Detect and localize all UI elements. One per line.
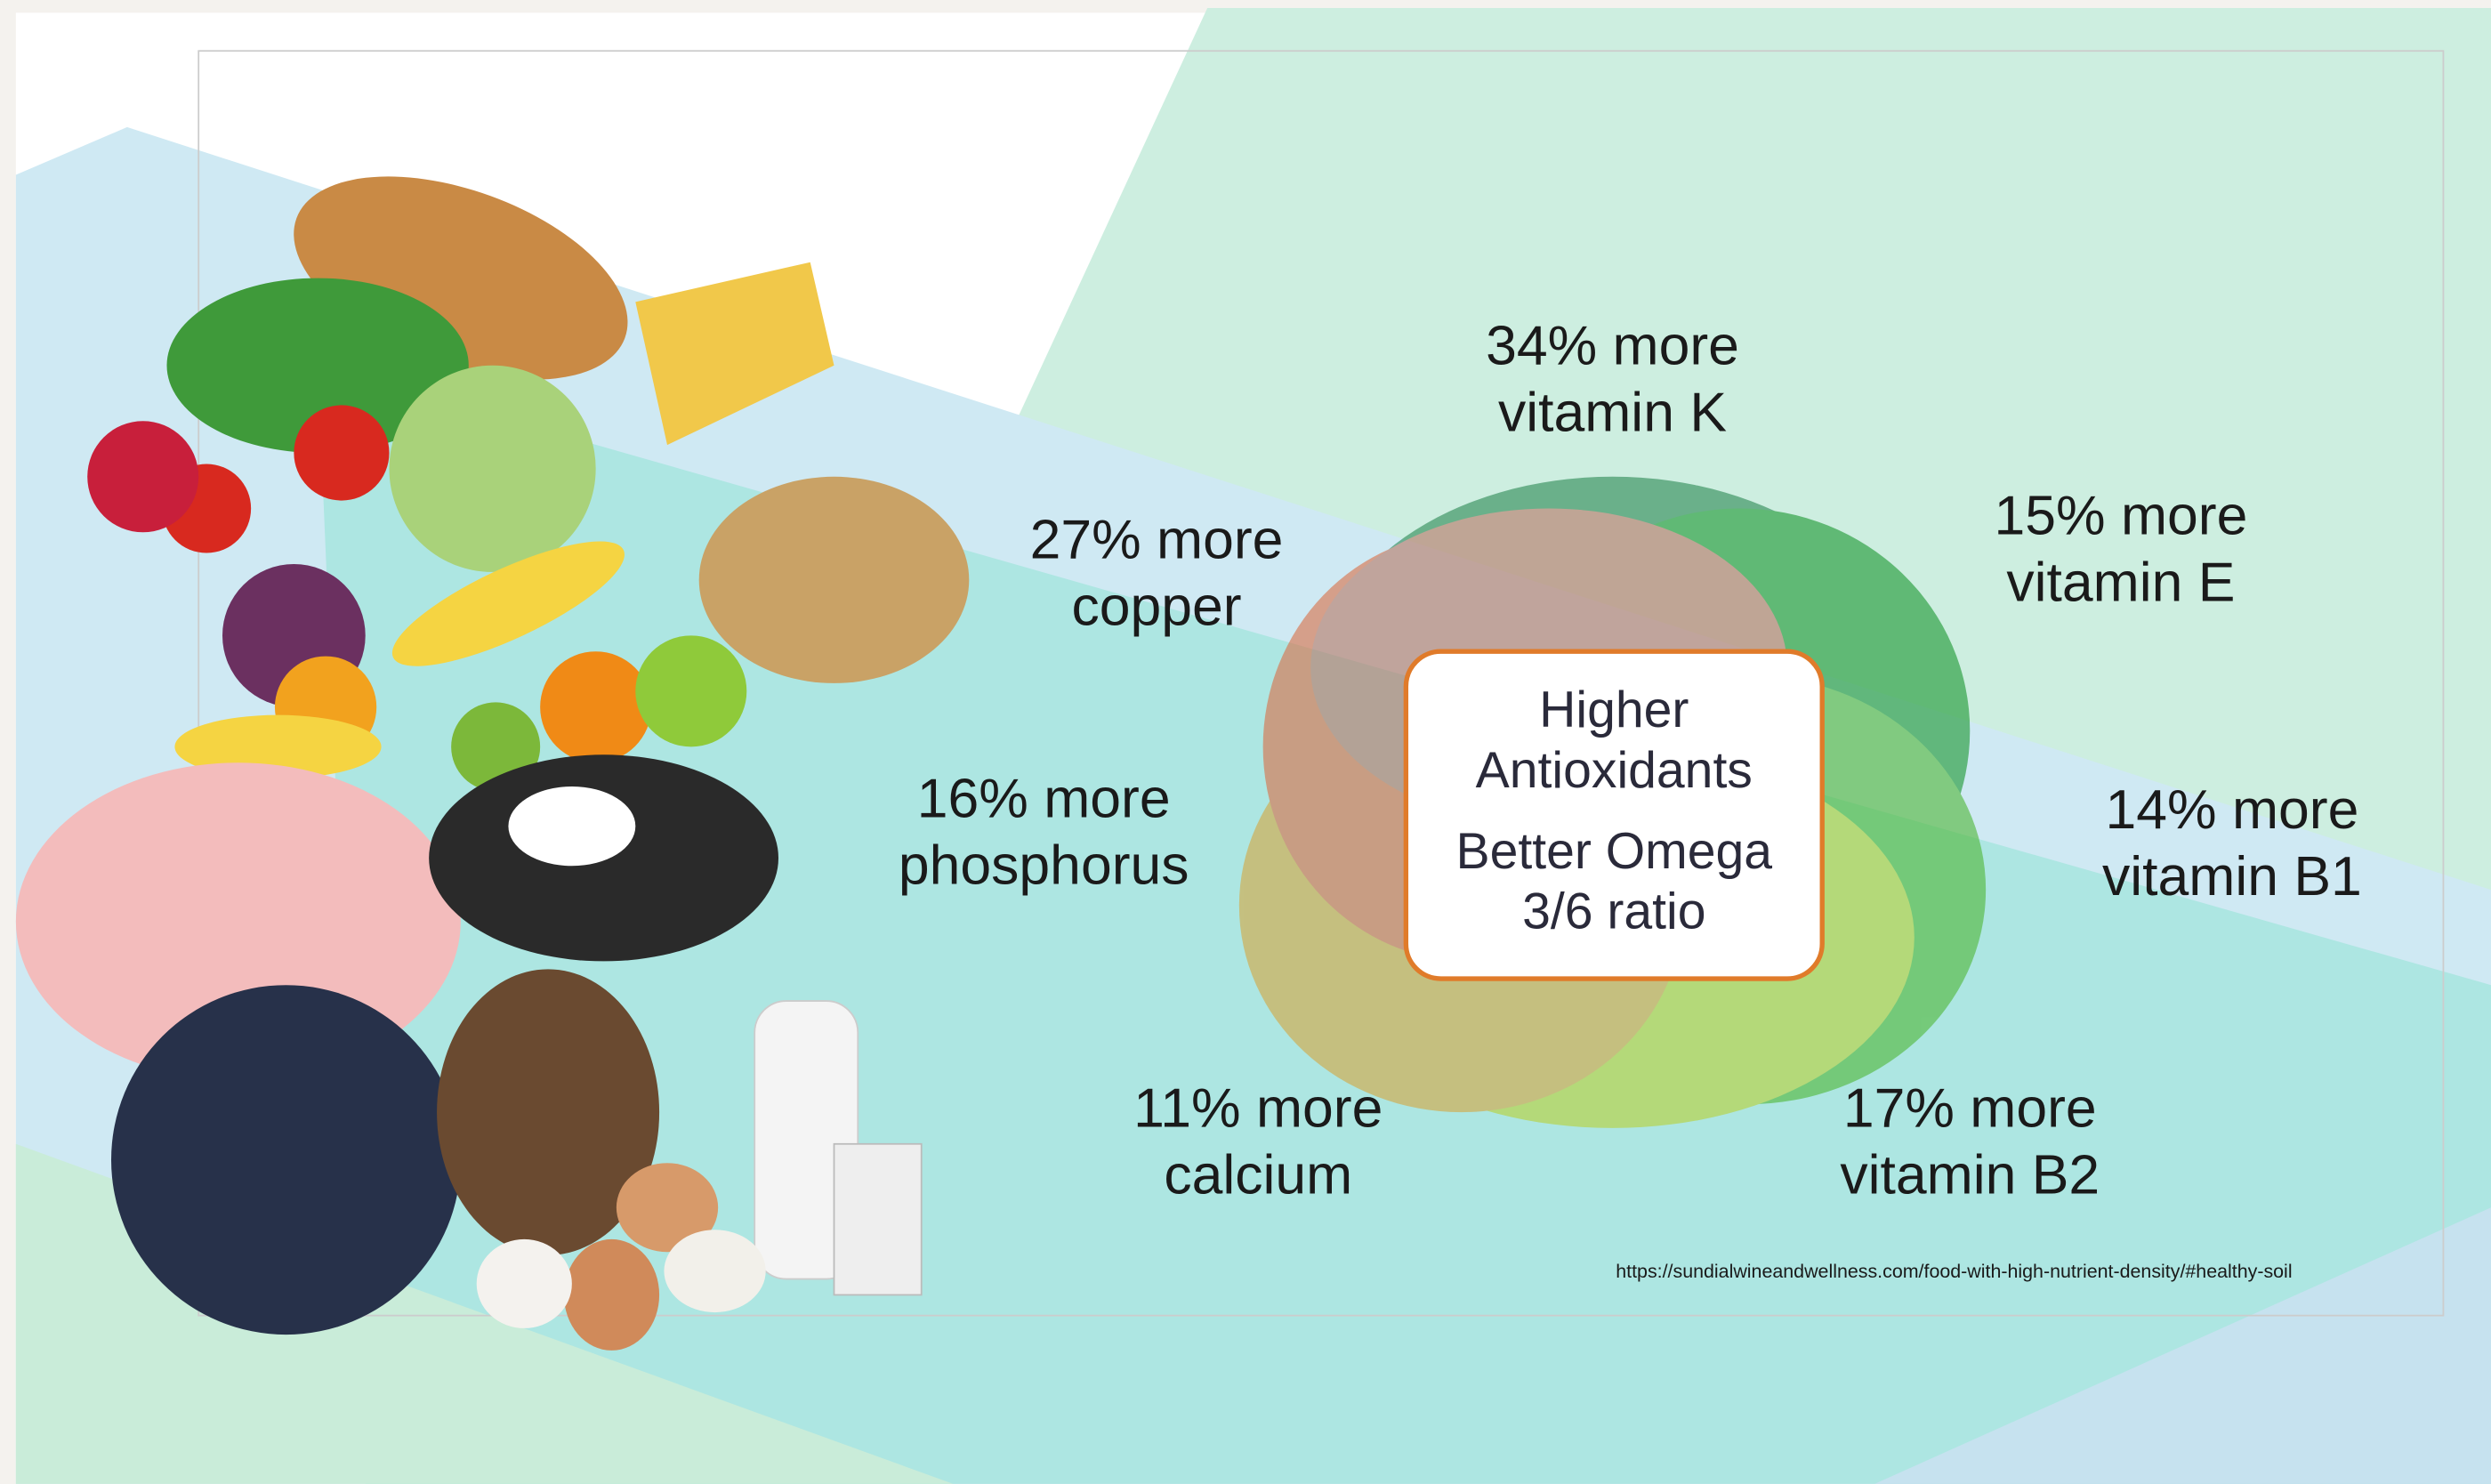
orange [540, 651, 652, 763]
center-label: Better Omega [1455, 823, 1772, 880]
cheese [635, 262, 834, 446]
nutrient-label: 27% more [1030, 508, 1284, 570]
food-collage [15, 176, 970, 1351]
nutrient-label: copper [1071, 575, 1241, 637]
nutrient-label: calcium [1164, 1144, 1352, 1206]
milk-glass [833, 1142, 923, 1296]
center-label: Higher [1539, 682, 1689, 738]
nutrient-label: vitamin E [2006, 552, 2235, 614]
frame [198, 50, 2445, 1317]
greens [166, 278, 469, 453]
grain [698, 476, 970, 683]
center-box [1403, 649, 1825, 981]
nutrient-label: 15% more [1994, 485, 2247, 547]
center-label: Antioxidants [1476, 742, 1753, 799]
apple [635, 635, 747, 747]
turkey [111, 985, 461, 1335]
nutrient-label: phosphorus [899, 834, 1189, 896]
nutrient-label: vitamin K [1498, 381, 1727, 443]
hen [437, 969, 660, 1255]
radish [87, 421, 199, 533]
nutrient-label: 14% more [2105, 778, 2358, 841]
nutrient-label: 17% more [1843, 1077, 2097, 1140]
banana [174, 714, 382, 779]
milk-bottle [754, 1000, 859, 1280]
nutrient-label: 34% more [1486, 314, 1739, 376]
center-label: 3/6 ratio [1522, 883, 1705, 940]
cabbage [389, 365, 596, 572]
egg [563, 1238, 660, 1351]
egg [616, 1163, 719, 1253]
nutrient-label: 11% more [1133, 1077, 1383, 1140]
source-url: https://sundialwineandwellness.com/food-… [1616, 1261, 2292, 1282]
cow-patch [508, 786, 636, 867]
egg [476, 1238, 572, 1328]
nutrient-label: vitamin B1 [2102, 845, 2362, 907]
nutrient-label: vitamin B2 [1840, 1144, 2100, 1206]
tomato [294, 405, 390, 501]
nutrient-label: 16% more [917, 767, 1171, 829]
egg [664, 1230, 766, 1313]
banana [391, 541, 625, 666]
